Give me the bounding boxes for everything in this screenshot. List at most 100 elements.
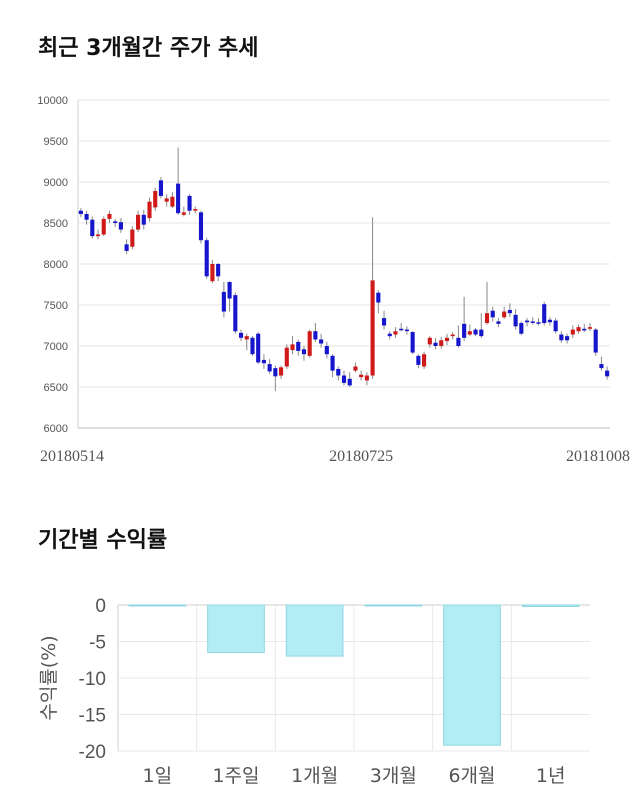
candle-body bbox=[519, 323, 524, 334]
candle-body bbox=[559, 334, 564, 341]
candle-body bbox=[256, 333, 261, 363]
candle-body bbox=[238, 332, 244, 338]
period-return-title: 기간별 수익률 bbox=[38, 528, 168, 553]
candle-body bbox=[582, 328, 587, 331]
candle-body bbox=[370, 280, 375, 376]
candle-body bbox=[416, 355, 421, 365]
candle-body bbox=[124, 244, 129, 251]
y-tick-label: -5 bbox=[89, 633, 106, 654]
candle-body bbox=[433, 342, 438, 346]
candle-body bbox=[164, 198, 169, 202]
y-tick-label: 7500 bbox=[44, 300, 68, 312]
y-axis-label: 수익률(%) bbox=[38, 635, 60, 720]
candle-body bbox=[376, 292, 381, 303]
candle-body bbox=[101, 218, 106, 235]
x-tick-label: 1개월 bbox=[291, 765, 338, 787]
candle-body bbox=[456, 337, 461, 346]
candle-body bbox=[336, 368, 341, 376]
candle-body bbox=[450, 334, 455, 337]
candle-body bbox=[330, 355, 335, 371]
candle-body bbox=[221, 291, 226, 312]
candle-body bbox=[210, 264, 215, 282]
y-tick-label: 8000 bbox=[44, 259, 68, 271]
candle-body bbox=[353, 366, 358, 371]
x-tick-label: 1주일 bbox=[212, 765, 259, 787]
candle-body bbox=[107, 213, 112, 219]
candle-body bbox=[290, 344, 295, 351]
candle-body bbox=[410, 332, 415, 353]
candle-body bbox=[181, 212, 186, 215]
y-tick-label: 0 bbox=[95, 596, 106, 617]
return-bar bbox=[128, 604, 187, 607]
return-bar bbox=[207, 604, 265, 653]
candle-body bbox=[347, 378, 352, 386]
return-bar bbox=[443, 604, 501, 746]
candle-body bbox=[78, 210, 83, 214]
candle-body bbox=[599, 364, 604, 369]
y-tick-label: 9500 bbox=[44, 136, 68, 148]
candlestick-chart: 6000 6500 7000 7500 8000 8500 9000 9500 10000 201… bbox=[37, 95, 630, 465]
y-tick-label: 10000 bbox=[37, 95, 68, 107]
candle-body bbox=[216, 264, 221, 277]
candle-body bbox=[273, 368, 278, 377]
candle-body bbox=[95, 234, 101, 237]
candle-body bbox=[198, 212, 204, 241]
candle-body bbox=[136, 214, 141, 230]
candle-body bbox=[536, 322, 541, 324]
candle-body bbox=[404, 329, 409, 332]
candle-body bbox=[587, 327, 593, 329]
y-tick-label: -10 bbox=[79, 669, 106, 690]
candle-body bbox=[341, 375, 347, 383]
candle-body bbox=[233, 295, 238, 332]
candle-body bbox=[153, 191, 158, 208]
candle-body bbox=[244, 336, 249, 340]
candle-body bbox=[84, 213, 89, 220]
candle-body bbox=[307, 331, 312, 356]
candle-body bbox=[565, 336, 570, 341]
candle-body bbox=[473, 329, 478, 335]
candle-body bbox=[193, 209, 198, 211]
candle-body bbox=[513, 314, 518, 327]
candle-body bbox=[467, 331, 472, 335]
candle-body bbox=[296, 341, 301, 351]
candle-body bbox=[393, 331, 398, 335]
candle-body bbox=[507, 309, 512, 314]
candle-body bbox=[90, 219, 95, 237]
candle-body bbox=[444, 337, 450, 342]
candle-body bbox=[576, 327, 581, 332]
candle-body bbox=[422, 354, 427, 367]
candle-body bbox=[364, 375, 369, 381]
return-bar bbox=[285, 604, 344, 657]
candle-body bbox=[490, 310, 495, 318]
candle-body bbox=[147, 201, 152, 219]
candle-body bbox=[279, 367, 284, 376]
candle-body bbox=[301, 349, 307, 355]
return-bar bbox=[521, 604, 580, 607]
y-tick-label: 6500 bbox=[44, 382, 68, 394]
price-trend-title: 최근 3개월간 주가 추세 bbox=[38, 36, 259, 61]
candle-body bbox=[319, 339, 324, 344]
candle-body bbox=[381, 318, 387, 326]
candle-body bbox=[261, 359, 266, 364]
candle-body bbox=[530, 321, 535, 323]
y-tick-label: 9000 bbox=[44, 177, 68, 189]
candle-body bbox=[427, 337, 432, 345]
candle-body bbox=[439, 340, 444, 346]
candle-body bbox=[176, 183, 181, 214]
y-tick-label: 6000 bbox=[44, 423, 68, 435]
candle-body bbox=[399, 328, 404, 331]
x-tick-label: 20181008 bbox=[566, 448, 630, 465]
candle-body bbox=[542, 304, 547, 324]
candle-body bbox=[158, 180, 164, 196]
candle-body bbox=[502, 311, 507, 318]
y-tick-label: -20 bbox=[79, 742, 106, 763]
candle-body bbox=[479, 329, 484, 337]
candle-body bbox=[170, 196, 175, 207]
candle-body bbox=[187, 195, 192, 211]
y-tick-label: -15 bbox=[79, 706, 106, 727]
candle-body bbox=[496, 321, 501, 324]
x-tick-label: 6개월 bbox=[448, 765, 495, 787]
candle-body bbox=[359, 374, 364, 378]
candle-body bbox=[553, 320, 558, 332]
x-tick-label: 3개월 bbox=[370, 765, 417, 787]
